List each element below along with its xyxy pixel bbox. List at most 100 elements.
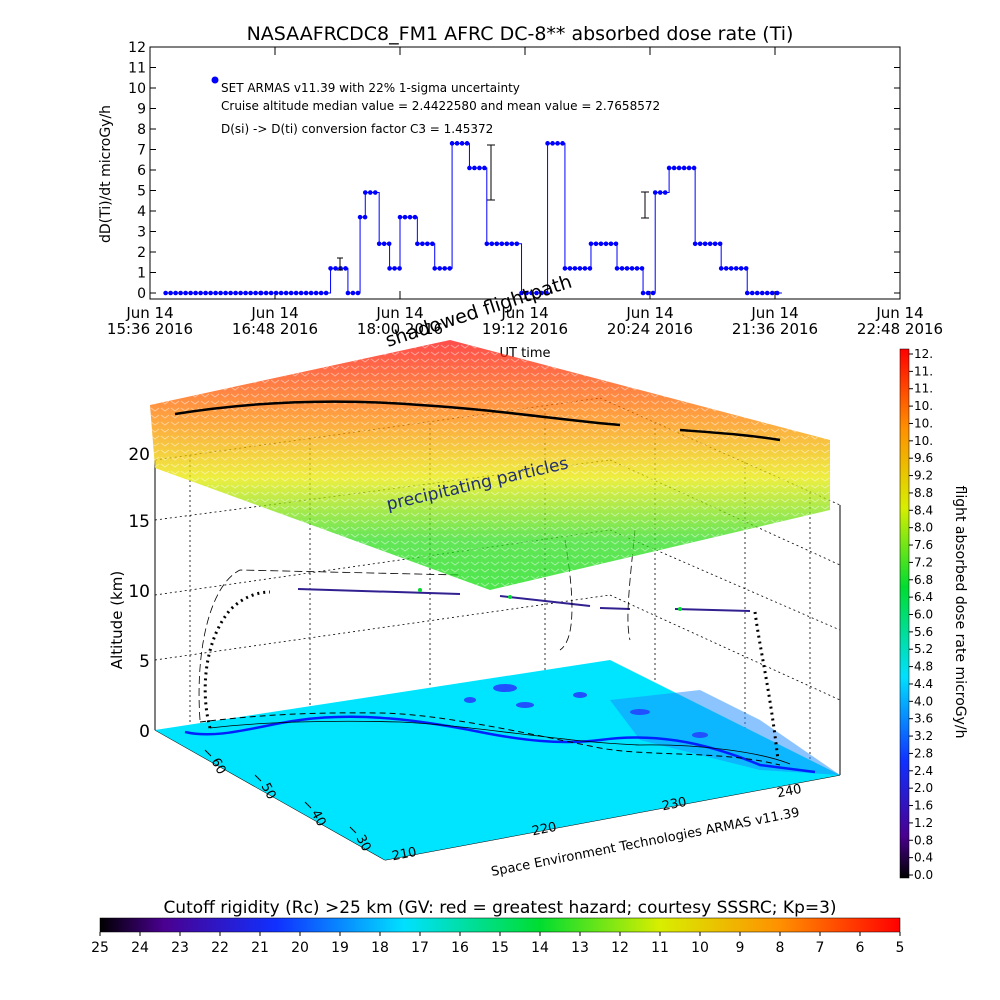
data-point: [749, 290, 755, 296]
data-point: [328, 266, 333, 271]
data-point: [723, 266, 729, 271]
dose-tick-label: 8.8: [914, 486, 933, 500]
data-point: [386, 241, 392, 247]
data-point: [603, 241, 609, 247]
y-tick-label: 6: [137, 163, 146, 179]
y-tick-label: 3: [137, 225, 146, 241]
y-tick-label: 9: [137, 102, 146, 118]
data-point: [333, 266, 338, 271]
dose-tick-label: 4.0: [914, 694, 933, 708]
data-point: [717, 241, 723, 247]
data-point: [343, 266, 348, 271]
data-point: [278, 290, 284, 296]
rigidity-tick-label: 18: [371, 940, 389, 956]
data-point: [387, 266, 392, 271]
data-point: [228, 290, 233, 296]
data-point: [692, 241, 698, 247]
data-point: [437, 266, 443, 271]
data-point: [614, 266, 620, 271]
dose-tick-label: 2.8: [914, 746, 933, 760]
data-point: [499, 241, 505, 247]
y-tick-label: 11: [128, 61, 146, 77]
data-point: [208, 290, 213, 296]
data-point: [258, 290, 264, 296]
data-point: [629, 266, 635, 271]
data-point: [764, 290, 770, 296]
rigidity-tick-label: 11: [651, 940, 669, 956]
data-point: [407, 214, 413, 220]
longitude-tick-label: 240: [776, 782, 803, 801]
data-point: [218, 290, 223, 296]
data-point: [283, 290, 289, 296]
rigidity-colorbar: [99, 917, 901, 933]
data-point: [223, 290, 228, 296]
data-point: [362, 214, 368, 220]
data-point: [268, 290, 274, 296]
altitude-axis-label: Altitude (km): [108, 571, 126, 669]
latitude-tick-label: 40: [308, 808, 329, 830]
data-point: [494, 241, 500, 247]
dose-tick-label: 10.: [914, 416, 933, 430]
data-point: [718, 266, 724, 271]
x-tick-date: Jun 14: [750, 304, 798, 322]
data-point: [560, 141, 565, 146]
data-point: [263, 290, 269, 296]
data-point: [676, 165, 682, 171]
x-tick-date: Jun 14: [125, 304, 173, 322]
dose-rate-series: [163, 141, 782, 296]
rigidity-tick-label: 20: [291, 940, 309, 956]
data-point: [634, 266, 640, 271]
y-tick-label: 2: [137, 245, 146, 261]
shadowed-flightpath-line: [174, 400, 781, 442]
rigidity-tick-label: 15: [491, 940, 509, 956]
dose-tick-label: 9.6: [914, 451, 933, 465]
data-point: [759, 290, 765, 296]
data-point: [619, 266, 625, 271]
data-point: [362, 190, 368, 195]
rigidity-tick-label: 23: [171, 940, 189, 956]
latitude-axis-ticks: 30 40 50 60: [204, 749, 374, 855]
data-point: [608, 241, 614, 247]
altitude-tick-label: 5: [139, 652, 150, 672]
data-point: [738, 266, 744, 271]
data-point: [662, 190, 668, 195]
latitude-tick-label: 30: [353, 833, 374, 855]
data-point: [639, 266, 645, 271]
x-tick-time: 15:36 2016: [107, 320, 193, 338]
dose-tick-label: 9.2: [914, 469, 933, 483]
data-point: [415, 241, 420, 247]
dose-tick-label: 4.8: [914, 660, 933, 674]
altitude-tick-label: 20: [128, 445, 150, 465]
rigidity-tick-label: 19: [331, 940, 349, 956]
latitude-tick: [254, 774, 262, 782]
ground-track: [209, 720, 791, 765]
latitude-tick-label: 60: [208, 756, 229, 778]
data-point: [303, 290, 309, 296]
dose-tick-label: 6.0: [914, 608, 933, 622]
data-point: [681, 165, 687, 171]
latitude-tick-label: 50: [258, 781, 279, 803]
data-point: [432, 266, 438, 271]
annotation-conversion: D(si) -> D(ti) conversion factor C3 = 1.…: [221, 122, 493, 136]
latitude-tick: [349, 826, 357, 834]
data-point: [243, 290, 248, 296]
rigidity-tick-label: 5: [896, 940, 905, 956]
dose-tick-label: 11.: [914, 364, 933, 378]
x-tick-time: 19:12 2016: [482, 320, 568, 338]
rigidity-tick-label: 16: [451, 940, 469, 956]
rigidity-tick-label: 9: [736, 940, 745, 956]
x-tick-date: Jun 14: [250, 304, 298, 322]
data-point: [163, 290, 168, 296]
data-point: [198, 290, 203, 296]
data-point: [173, 290, 178, 296]
precipitating-particles-plume: [150, 340, 830, 590]
data-point: [774, 290, 780, 296]
dose-tick-label: 12.: [914, 347, 933, 361]
data-point: [293, 290, 299, 296]
rigidity-tick-label: 12: [611, 940, 629, 956]
data-point: [464, 141, 470, 146]
longitude-axis-ticks: 210 220 230 240: [391, 782, 803, 864]
dose-tick-label: 0.0: [914, 868, 933, 882]
dose-tick-label: 2.0: [914, 781, 933, 795]
